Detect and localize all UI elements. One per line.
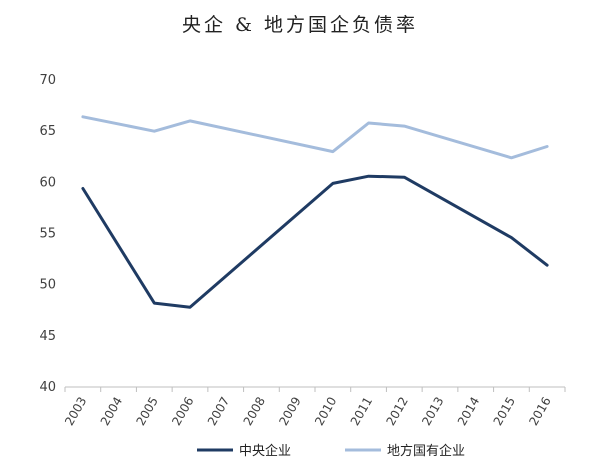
legend: 中央企业 地方国有企业 — [197, 443, 465, 459]
y-axis-ticks: 40 45 50 55 60 65 70 — [39, 73, 56, 395]
x-tick-label: 2010 — [312, 395, 339, 428]
legend-label-0: 中央企业 — [239, 443, 291, 459]
x-tick-label: 2005 — [133, 395, 160, 428]
series-lines — [81, 115, 549, 309]
chart-title: 央企 & 地方国企负债率 — [182, 14, 418, 36]
x-tick-label: 2007 — [205, 395, 232, 428]
x-tick-label: 2016 — [526, 395, 553, 428]
legend-label-1: 地方国有企业 — [387, 443, 465, 459]
y-tick-label: 50 — [39, 278, 56, 293]
y-tick-label: 40 — [39, 380, 56, 395]
y-tick-label: 55 — [39, 227, 56, 242]
y-tick-label: 70 — [39, 73, 56, 88]
series-line-0 — [81, 174, 549, 309]
y-tick-label: 65 — [39, 124, 56, 139]
x-tick-label: 2009 — [276, 395, 303, 428]
x-tick-label: 2004 — [98, 395, 125, 428]
x-tick-label: 2006 — [169, 395, 196, 428]
x-tick-label: 2008 — [241, 395, 268, 428]
series-line-1 — [81, 115, 549, 160]
axes — [64, 386, 566, 392]
x-tick-label: 2003 — [62, 395, 89, 428]
x-axis-ticks: 2003 2004 2005 2006 2007 2008 2009 2010 2011 2012… — [62, 395, 554, 428]
x-tick-label: 2014 — [455, 395, 482, 428]
x-tick-label: 2013 — [419, 395, 446, 428]
y-tick-label: 60 — [39, 175, 56, 190]
x-tick-label: 2011 — [348, 395, 375, 428]
x-tick-label: 2012 — [383, 395, 410, 428]
y-tick-label: 45 — [39, 329, 56, 344]
x-tick-label: 2015 — [491, 395, 518, 428]
